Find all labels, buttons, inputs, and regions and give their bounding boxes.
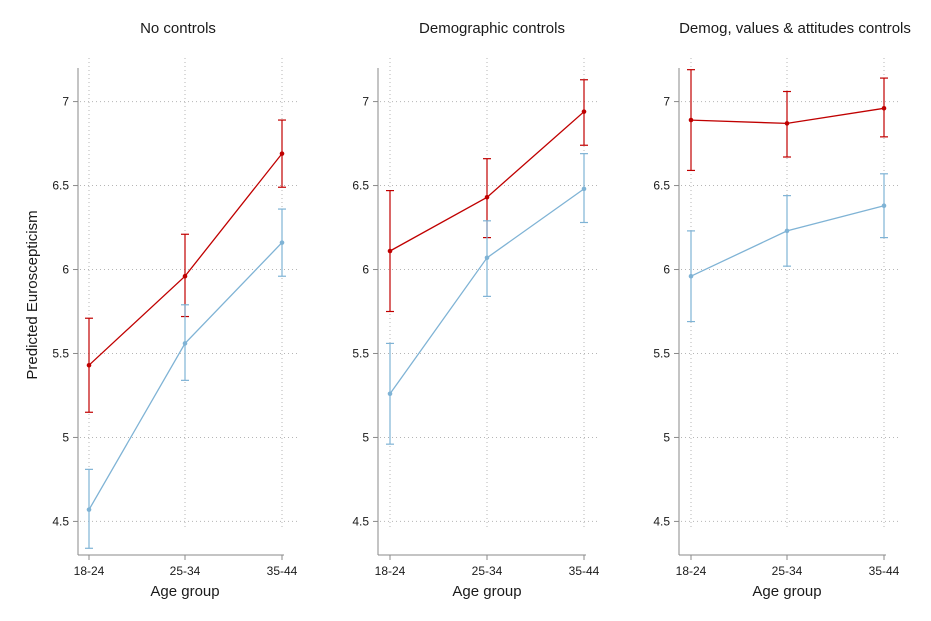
- data-point: [387, 391, 393, 397]
- y-tick-label: 5: [663, 430, 670, 444]
- chart-panel: 4.5 5 5.5 6 6.5 7 18-24 25-34 35-44 Demographic c…: [352, 20, 599, 600]
- data-point: [881, 203, 887, 209]
- data-point: [182, 273, 188, 279]
- y-tick-label: 5.5: [352, 346, 369, 360]
- chart-title: No controls: [140, 20, 216, 37]
- series-group: [687, 173, 888, 323]
- data-point: [279, 240, 285, 245]
- x-axis-label: Age group: [452, 583, 521, 600]
- x-tick-label: 18-24: [676, 564, 707, 578]
- data-point: [688, 117, 694, 123]
- x-tick-label: 35-44: [869, 564, 900, 578]
- y-tick-label: 7: [62, 95, 69, 109]
- x-tick-label: 18-24: [74, 564, 105, 578]
- y-tick-label: 5: [62, 430, 69, 444]
- y-tick-label: 4.5: [653, 514, 670, 528]
- data-point: [581, 109, 587, 114]
- x-tick-label: 35-44: [569, 564, 600, 578]
- y-tick-label: 6.5: [653, 179, 670, 193]
- y-tick-label: 7: [663, 95, 670, 109]
- series-group: [687, 69, 888, 172]
- data-point: [581, 186, 587, 192]
- x-tick-label: 25-34: [472, 564, 503, 578]
- y-axis-label: Predicted Euroscepticism: [24, 210, 41, 379]
- chart-panel: 4.5 5 5.5 6 6.5 7 18-24 25-34 35-44 Demog, values…: [653, 20, 911, 600]
- chart-title: Demog, values & attitudes controls: [679, 20, 911, 37]
- data-point: [784, 121, 790, 126]
- y-tick-label: 6.5: [352, 179, 369, 193]
- y-tick-label: 6: [362, 263, 369, 277]
- data-point: [881, 106, 887, 111]
- y-tick-label: 6.5: [52, 179, 69, 193]
- y-tick-label: 6: [62, 263, 69, 277]
- data-point: [86, 362, 92, 368]
- y-tick-label: 6: [663, 263, 670, 277]
- series-group: [386, 153, 588, 445]
- x-tick-label: 25-34: [772, 564, 803, 578]
- data-point: [279, 151, 285, 156]
- data-point: [484, 255, 490, 261]
- series-group: [85, 208, 286, 549]
- y-tick-label: 5: [362, 430, 369, 444]
- data-point: [784, 228, 790, 234]
- data-point: [387, 248, 393, 254]
- chart-panel: 4.5 5 5.5 6 6.5 7 18-24 25-34 35-44 No controls Ag…: [52, 20, 297, 600]
- panels: 4.5 5 5.5 6 6.5 7 18-24 25-34 35-44 No controls Ag…: [52, 20, 911, 600]
- x-axis-label: Age group: [752, 583, 821, 600]
- x-tick-label: 35-44: [267, 564, 298, 578]
- data-point: [182, 341, 188, 346]
- y-tick-label: 4.5: [352, 514, 369, 528]
- y-tick-label: 5.5: [52, 346, 69, 360]
- data-point: [86, 507, 92, 512]
- y-tick-label: 7: [362, 95, 369, 109]
- x-axis-label: Age group: [150, 583, 219, 600]
- x-tick-label: 18-24: [375, 564, 406, 578]
- data-point: [688, 273, 694, 279]
- y-tick-label: 5.5: [653, 346, 670, 360]
- y-tick-label: 4.5: [52, 514, 69, 528]
- data-point: [484, 195, 490, 200]
- x-tick-label: 25-34: [170, 564, 201, 578]
- chart-title: Demographic controls: [419, 20, 565, 37]
